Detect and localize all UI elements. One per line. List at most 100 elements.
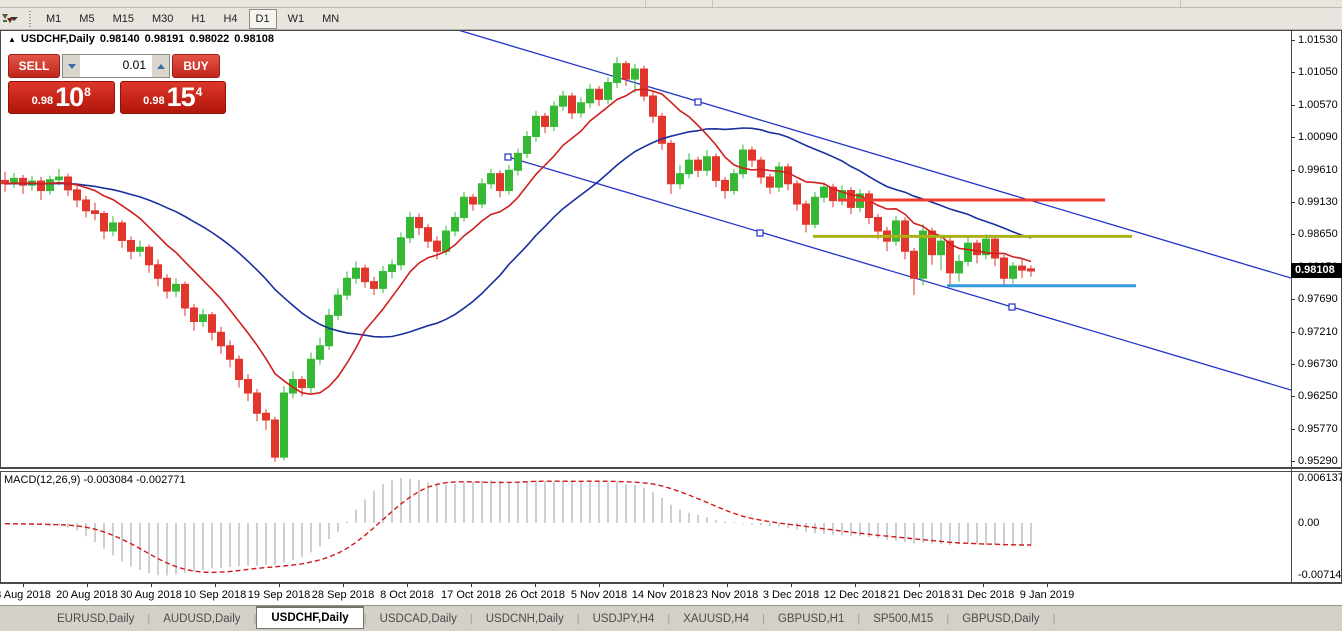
- bear-candle: [100, 212, 108, 232]
- price-tick: [1291, 72, 1295, 74]
- bull-candle: [586, 88, 594, 104]
- bear-candle: [244, 379, 252, 394]
- timeframe-button-h4[interactable]: H4: [216, 9, 244, 29]
- bear-candle: [253, 392, 261, 414]
- bear-candle: [1000, 257, 1008, 279]
- bear-candle: [595, 88, 603, 100]
- volume-input[interactable]: 0.01: [80, 55, 152, 77]
- bear-candle: [235, 358, 243, 381]
- upper-toolbar-strip: [0, 0, 1342, 8]
- bull-candle: [487, 173, 495, 185]
- bull-candle: [613, 63, 621, 84]
- collapse-chart-icon[interactable]: ▲: [8, 35, 16, 44]
- bear-candle: [712, 156, 720, 181]
- toolbar-separator: [645, 0, 646, 7]
- timeframe-button-h1[interactable]: H1: [184, 9, 212, 29]
- diagonal-arrows-icon: [2, 13, 13, 23]
- chart-tab-sp500[interactable]: SP500,M15: [873, 612, 934, 625]
- chart-tab-usdcnh[interactable]: USDCNH,Daily: [485, 612, 564, 625]
- timeframe-button-w1[interactable]: W1: [281, 9, 312, 29]
- date-axis-label: 26 Oct 2018: [505, 589, 565, 601]
- tab-separator: |: [469, 612, 473, 625]
- macd-chart: [4, 478, 1032, 576]
- date-axis-label: 9 Jan 2019: [1019, 589, 1075, 601]
- channel-handle[interactable]: [756, 229, 764, 237]
- price-tick: [1291, 40, 1295, 41]
- volume-increase-button[interactable]: [152, 55, 169, 77]
- toolbar-grip[interactable]: [28, 10, 32, 27]
- sell-price-panel[interactable]: 0.98 10 8: [8, 81, 115, 114]
- price-axis-label: 0.99610: [1298, 163, 1338, 176]
- bear-candle: [91, 210, 99, 214]
- chart-tab-gbpusd[interactable]: GBPUSD,Daily: [962, 612, 1040, 625]
- date-tick: [663, 584, 664, 587]
- tab-separator: |: [363, 612, 367, 625]
- channel-handle[interactable]: [694, 98, 702, 106]
- timeframe-button-m30[interactable]: M30: [145, 9, 180, 29]
- bear-candle: [19, 177, 27, 186]
- price-tick: [1291, 461, 1295, 463]
- tab-separator: |: [946, 612, 950, 625]
- trend-channel-lower-line: [507, 156, 1291, 391]
- bull-candle: [325, 314, 333, 347]
- ohlc-open: 0.98140: [99, 33, 140, 45]
- date-axis-label: 17 Oct 2018: [441, 589, 501, 601]
- sell-price-base: 0.98: [31, 95, 54, 107]
- bull-candle: [523, 136, 531, 154]
- volume-decrease-button[interactable]: [63, 55, 80, 77]
- channel-handle[interactable]: [504, 153, 512, 161]
- bull-candle: [820, 186, 828, 198]
- bear-candle: [127, 239, 135, 252]
- chart-tab-usdchf[interactable]: USDCHF,Daily: [256, 606, 364, 629]
- price-axis-label: 1.00570: [1298, 98, 1338, 111]
- timeframe-button-m15[interactable]: M15: [106, 9, 141, 29]
- buy-price-base: 0.98: [143, 95, 165, 107]
- chart-tab-xauusd[interactable]: XAUUSD,H4: [683, 612, 750, 625]
- date-tick: [87, 584, 88, 587]
- chart-tabs-bar: EURUSD,Daily | AUDUSD,Daily | USDCHF,Daily | U…: [0, 605, 1342, 631]
- date-tick: [535, 584, 536, 587]
- sell-button[interactable]: SELL: [8, 54, 60, 78]
- macd-axis-label: 0.006137: [1298, 471, 1342, 484]
- triangle-down-icon: [67, 63, 76, 69]
- trend-channel-upper-line: [459, 31, 1291, 279]
- bull-candle: [397, 237, 405, 266]
- bull-candle: [964, 242, 972, 262]
- bull-candle: [280, 392, 288, 458]
- time-axis[interactable]: 8 Aug 2018 20 Aug 2018 30 Aug 2018 10 Sep 2…: [0, 583, 1342, 605]
- timeframe-button-m5[interactable]: M5: [72, 9, 101, 29]
- buy-button[interactable]: BUY: [172, 54, 220, 78]
- chart-tab-usdcad[interactable]: USDCAD,Daily: [379, 612, 457, 625]
- chart-tab-eurusd[interactable]: EURUSD,Daily: [57, 612, 135, 625]
- price-axis-label: 0.95770: [1298, 422, 1338, 435]
- sell-price-pip: 8: [84, 85, 91, 99]
- chart-tab-usdjpy[interactable]: USDJPY,H4: [592, 612, 655, 625]
- chart-shift-tool-button[interactable]: [2, 13, 22, 23]
- buy-price-panel[interactable]: 0.98 15 4: [119, 81, 226, 114]
- bear-candle: [118, 222, 126, 241]
- date-tick: [471, 584, 472, 587]
- dropdown-caret-icon: [10, 16, 18, 21]
- price-axis-label: 1.01050: [1298, 66, 1338, 79]
- channel-handle[interactable]: [1008, 303, 1016, 311]
- sell-price-big: 10: [55, 82, 84, 112]
- timeframe-button-m1[interactable]: M1: [39, 9, 68, 29]
- date-axis-label: 20 Aug 2018: [56, 589, 118, 601]
- bear-candle: [298, 379, 306, 389]
- price-scale-border: [1291, 30, 1292, 583]
- date-axis-label: 19 Sep 2018: [247, 589, 311, 601]
- bear-candle: [865, 193, 873, 219]
- timeframe-button-d1[interactable]: D1: [248, 8, 277, 29]
- toolbar-separator: [1180, 0, 1181, 7]
- bear-candle: [928, 230, 936, 256]
- chart-tab-audusd[interactable]: AUDUSD,Daily: [163, 612, 241, 625]
- chart-tab-gbpusd[interactable]: GBPUSD,H1: [777, 612, 845, 625]
- date-axis-label: 30 Aug 2018: [120, 589, 182, 601]
- toolbar-separator: [712, 0, 713, 7]
- ohlc-low: 0.98022: [189, 33, 230, 45]
- bear-candle: [262, 412, 270, 421]
- bull-candle: [379, 271, 387, 289]
- timeframe-button-mn[interactable]: MN: [315, 9, 346, 29]
- bull-candle: [442, 230, 450, 252]
- bear-candle: [217, 331, 225, 347]
